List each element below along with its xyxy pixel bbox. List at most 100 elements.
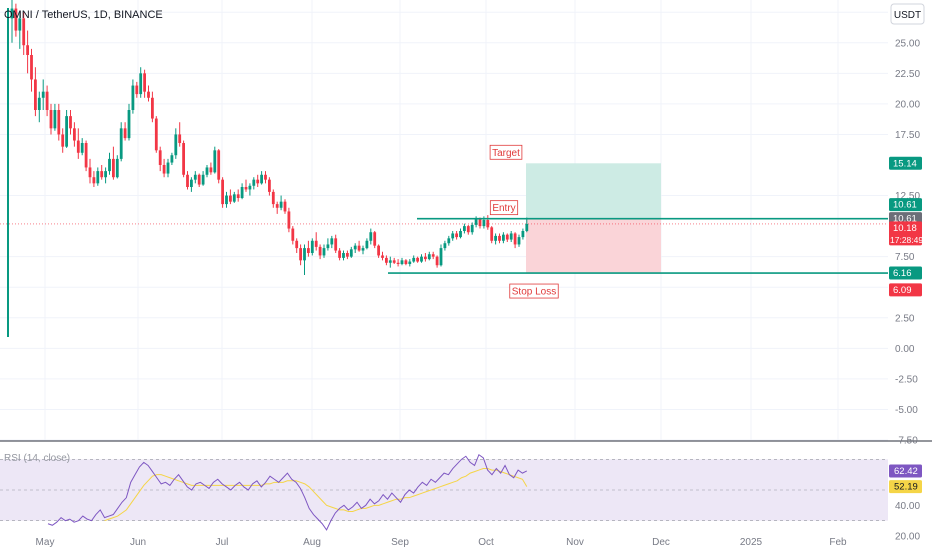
time-axis[interactable]: May Jun Jul Aug Sep Oct Nov Dec 2025 Feb	[36, 537, 848, 548]
candle-body	[53, 110, 57, 129]
candle-body	[18, 18, 22, 31]
candle-body	[400, 260, 404, 264]
candle-body	[412, 257, 416, 262]
currency-button-label[interactable]: USDT	[894, 10, 921, 21]
candle-body	[361, 248, 365, 251]
candle-body	[388, 260, 392, 263]
candle-body	[174, 134, 178, 156]
price-tick-label: 7.50	[895, 252, 915, 263]
candle-body	[455, 233, 458, 238]
candle-body	[470, 224, 474, 233]
candle-body	[158, 150, 162, 165]
candle-body	[494, 235, 497, 241]
candle-body	[115, 158, 119, 178]
candle-body	[143, 73, 146, 92]
candles	[10, 0, 529, 275]
time-tick-label: 2025	[740, 537, 763, 548]
candle-body	[385, 257, 388, 263]
candle-body	[318, 246, 322, 256]
candle-body	[322, 248, 326, 256]
price-tick-label: 0.00	[895, 344, 915, 355]
price-tag-label: 10.18	[893, 223, 917, 234]
currency-button[interactable]: USDT	[890, 3, 925, 25]
candle-body	[119, 128, 123, 159]
symbol-title[interactable]: OMNI / TetherUS, 1D, BINANCE	[4, 9, 163, 21]
candle-body	[404, 260, 408, 264]
candle-body	[213, 150, 217, 173]
candle-body	[170, 155, 174, 163]
candle-body	[232, 194, 236, 202]
rsi-axis[interactable]: 40.00 20.00 62.42 52.19	[889, 464, 922, 543]
rsi-pane[interactable]: RSI (14, close)	[0, 453, 888, 531]
price-tick-label: -2.50	[895, 374, 918, 385]
price-tick-label: 17.50	[895, 130, 920, 141]
time-tick-label: Feb	[829, 537, 847, 548]
candle-body	[186, 174, 189, 187]
candle-body	[271, 191, 275, 205]
entry-label: Entry	[492, 203, 515, 214]
candle-body	[342, 253, 345, 258]
candle-body	[303, 248, 306, 261]
candle-body	[225, 195, 228, 205]
candle-body	[104, 171, 107, 178]
candle-body	[84, 143, 88, 168]
candle-body	[252, 179, 256, 186]
candle-body	[314, 240, 318, 247]
currency-button-frame[interactable]	[890, 3, 925, 25]
candle-body	[201, 174, 205, 185]
candle-body	[459, 231, 462, 238]
candle-body	[349, 249, 353, 257]
price-tag-label: 10.61	[893, 200, 917, 211]
time-tick-label: May	[36, 537, 55, 548]
candle-body	[69, 116, 72, 129]
candle-body	[260, 174, 263, 184]
candle-body	[30, 55, 33, 80]
candle-body	[283, 201, 287, 212]
candle-body	[451, 233, 455, 239]
candle-body	[76, 140, 80, 153]
candle-body	[244, 187, 248, 190]
target-zone[interactable]	[526, 163, 661, 219]
stop-label-box	[509, 283, 559, 299]
candle-body	[291, 228, 295, 241]
candle-body	[182, 143, 185, 175]
long-position-tool[interactable]	[526, 163, 661, 274]
candle-body	[178, 134, 182, 143]
grid	[0, 0, 888, 441]
main-pane[interactable]: Target Entry Stop Loss OMNI / TetherUS, …	[0, 0, 888, 441]
candle-body	[482, 220, 486, 227]
candle-body	[123, 128, 127, 139]
candle-body	[127, 110, 131, 139]
price-tag-label: 15.14	[893, 158, 917, 169]
candle-body	[474, 218, 478, 225]
candle-body	[307, 248, 310, 253]
time-tick-label: Dec	[652, 537, 670, 548]
candle-body	[463, 226, 466, 231]
candle-body	[396, 262, 400, 264]
time-tick-label: Jul	[216, 537, 229, 548]
price-tag-label: 6.09	[893, 285, 912, 296]
time-tick-label: Aug	[303, 537, 321, 548]
candle-body	[498, 235, 501, 241]
stop-zone[interactable]	[526, 218, 661, 274]
candle-body	[154, 118, 158, 151]
price-tick-label: 20.00	[895, 99, 920, 110]
candle-body	[299, 248, 302, 261]
candle-body	[279, 201, 283, 208]
candle-body	[92, 177, 96, 184]
candle-body	[139, 73, 143, 95]
candle-body	[205, 167, 209, 175]
candle-body	[221, 179, 224, 205]
price-tick-label: -7.50	[895, 436, 918, 447]
price-tick-label: -5.00	[895, 405, 918, 416]
time-tick-label: Nov	[566, 537, 584, 548]
candle-body	[373, 232, 377, 246]
rsi-title[interactable]: RSI (14, close)	[4, 453, 70, 464]
rsi-line	[47, 453, 528, 531]
candle-body	[420, 256, 423, 262]
candle-body	[147, 91, 150, 98]
candle-body	[236, 194, 240, 198]
rsi-value-tag	[889, 464, 922, 478]
candle-body	[193, 174, 197, 180]
